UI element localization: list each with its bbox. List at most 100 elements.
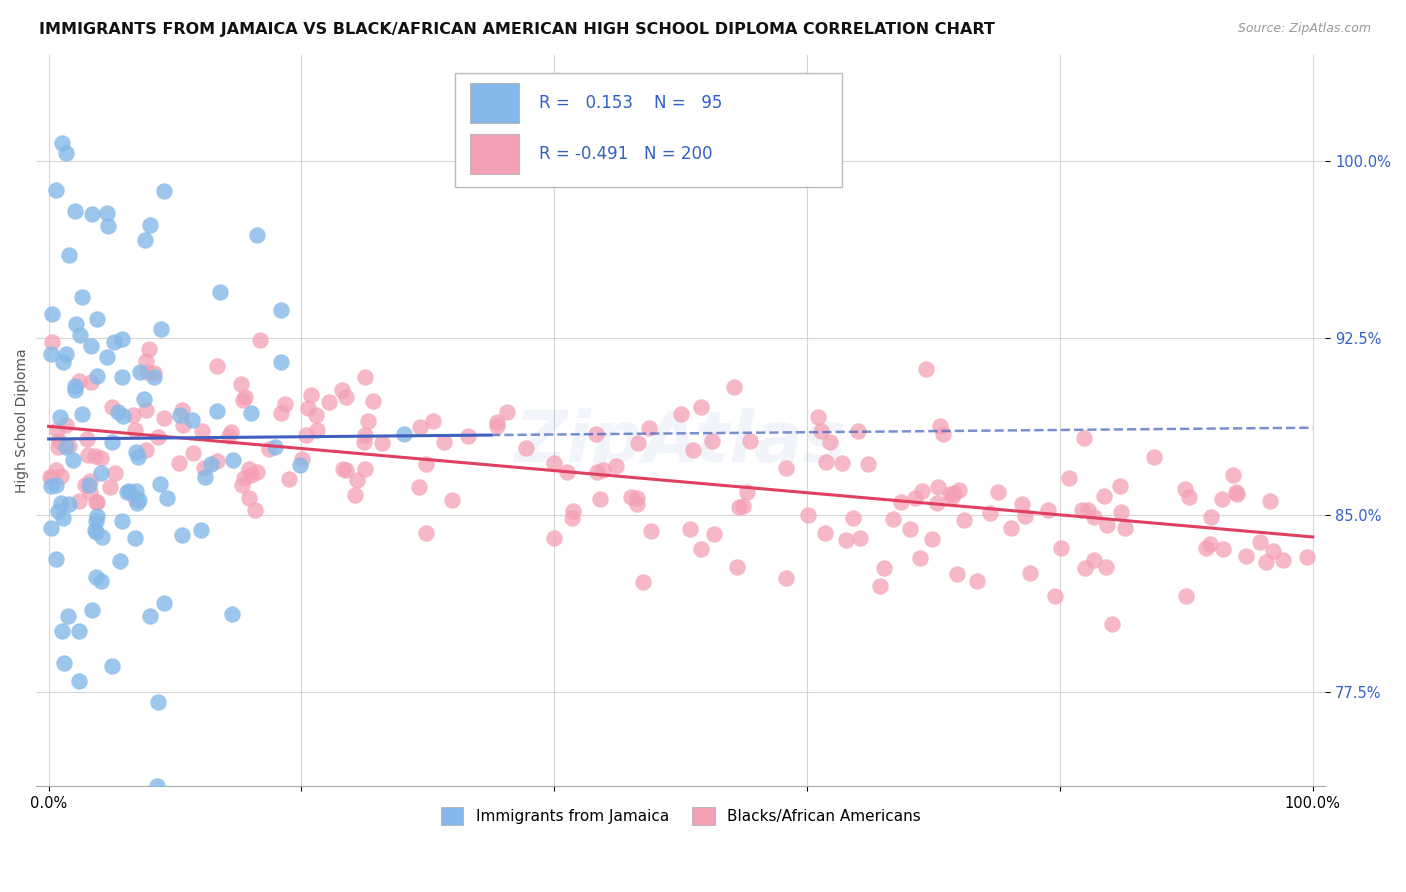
Point: [910, 550, 932, 565]
Point: [111, 370, 134, 384]
Point: [67, 624, 90, 638]
Point: [56, 609, 79, 624]
Point: [775, 461, 797, 475]
Point: [190, 523, 212, 537]
Point: [733, 499, 755, 513]
Point: [86, 494, 108, 508]
Point: [90, 450, 112, 465]
Point: [233, 471, 256, 485]
Point: [67, 375, 90, 389]
Point: [143, 369, 166, 384]
Point: [931, 427, 953, 442]
Point: [561, 510, 583, 524]
Point: [169, 408, 191, 422]
Point: [1198, 537, 1220, 551]
Point: [100, 434, 122, 449]
Point: [856, 457, 879, 471]
Point: [135, 443, 157, 458]
Point: [239, 406, 262, 420]
Point: [592, 463, 614, 477]
Point: [86, 312, 108, 326]
Point: [1083, 510, 1105, 524]
Point: [115, 485, 138, 500]
Point: [814, 525, 837, 540]
Point: [353, 462, 375, 476]
Point: [1199, 509, 1222, 524]
Point: [941, 490, 963, 504]
Point: [486, 415, 509, 429]
Point: [318, 395, 340, 409]
Point: [1049, 541, 1071, 556]
Point: [52, 355, 75, 369]
Point: [45, 478, 67, 492]
Point: [124, 491, 146, 505]
Point: [39, 521, 62, 535]
Point: [330, 383, 353, 397]
Point: [835, 533, 858, 548]
Point: [111, 514, 134, 528]
Point: [274, 397, 297, 411]
Point: [205, 359, 228, 373]
Point: [911, 484, 934, 499]
Point: [79, 474, 101, 488]
Point: [55, 418, 77, 433]
Point: [149, 322, 172, 336]
Text: R = -0.491   N = 200: R = -0.491 N = 200: [538, 145, 713, 163]
Point: [297, 401, 319, 415]
Point: [775, 571, 797, 585]
Point: [620, 490, 643, 504]
Point: [138, 342, 160, 356]
Point: [97, 219, 120, 234]
Point: [233, 391, 256, 405]
Point: [900, 522, 922, 536]
Point: [205, 404, 228, 418]
Point: [1225, 485, 1247, 500]
Point: [238, 491, 260, 505]
Point: [70, 290, 93, 304]
Point: [1226, 486, 1249, 500]
Point: [83, 449, 105, 463]
Point: [882, 512, 904, 526]
Point: [39, 347, 62, 361]
Point: [246, 228, 269, 243]
Point: [90, 466, 112, 480]
Point: [170, 403, 193, 417]
Point: [914, 362, 936, 376]
Point: [77, 478, 100, 492]
Point: [149, 476, 172, 491]
Point: [194, 470, 217, 484]
Point: [408, 480, 430, 494]
Point: [415, 526, 437, 541]
Point: [245, 465, 267, 479]
Point: [84, 523, 107, 537]
Point: [190, 424, 212, 438]
Point: [221, 607, 243, 621]
Point: [422, 413, 444, 427]
Point: [125, 444, 148, 458]
Point: [1073, 561, 1095, 575]
Point: [979, 506, 1001, 520]
Point: [153, 411, 176, 425]
Point: [1258, 494, 1281, 508]
Point: [127, 496, 149, 510]
Point: [939, 487, 962, 501]
Point: [39, 479, 62, 493]
Point: [219, 425, 242, 440]
Point: [180, 413, 202, 427]
Point: [842, 511, 865, 525]
Point: [63, 204, 86, 219]
Point: [118, 484, 141, 499]
Point: [457, 429, 479, 443]
Point: [703, 527, 725, 541]
Point: [700, 434, 723, 448]
Point: [1014, 509, 1036, 524]
Point: [84, 569, 107, 583]
Point: [222, 452, 245, 467]
Point: [305, 408, 328, 422]
Point: [728, 500, 751, 515]
Point: [637, 421, 659, 435]
Point: [346, 473, 368, 487]
Point: [209, 285, 232, 299]
Point: [1272, 552, 1295, 566]
Point: [1296, 549, 1319, 564]
